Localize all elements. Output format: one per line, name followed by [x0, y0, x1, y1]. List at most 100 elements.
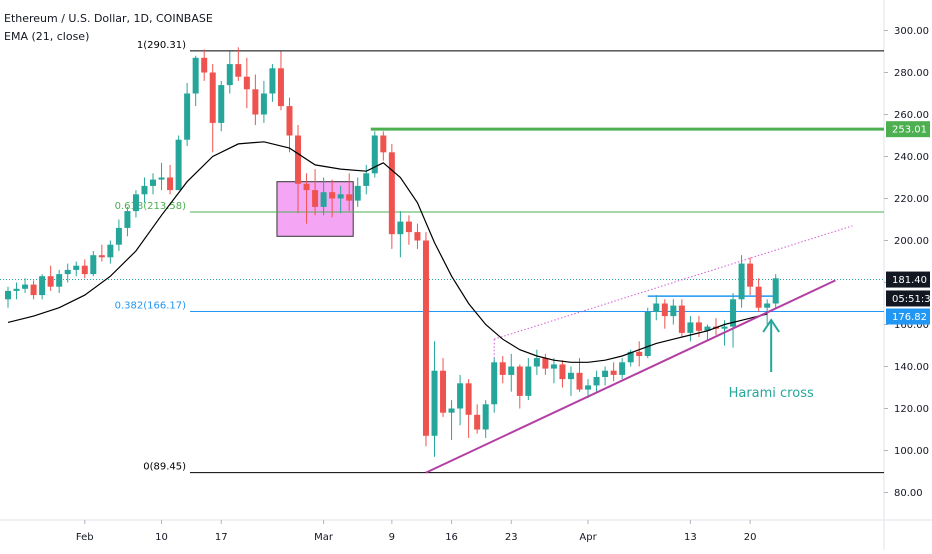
candle-body	[627, 351, 634, 363]
candle-body	[474, 414, 481, 430]
candle-body	[772, 278, 779, 304]
y-tick-label: 160.00	[894, 320, 929, 331]
price-tag-bg	[886, 308, 930, 325]
candle-body	[602, 370, 609, 377]
candle-body	[295, 135, 302, 184]
fib-label-0-382: 0.382(166.17)	[115, 301, 187, 312]
candle-body	[448, 408, 455, 413]
y-tick-label: 260.00	[894, 110, 929, 121]
candle-body	[354, 185, 361, 201]
candle-body	[755, 286, 762, 308]
candle-body	[738, 263, 745, 300]
price-tag[interactable]: 176.82	[886, 308, 930, 325]
candle-body	[192, 57, 199, 94]
price-tag-label: 05:51:30	[892, 294, 932, 305]
candle-body	[252, 89, 259, 115]
candle-body	[115, 227, 122, 245]
candle-body	[209, 72, 216, 123]
price-tag[interactable]: 05:51:30	[886, 290, 932, 307]
candle-body	[167, 177, 174, 191]
candle-body	[414, 232, 421, 241]
x-tick-label: 13	[684, 532, 697, 543]
price-tag-label: 181.40	[892, 275, 927, 286]
price-tag[interactable]: 253.01	[886, 121, 930, 138]
candle-body	[132, 194, 139, 212]
candle-body	[363, 173, 370, 186]
candle-body	[550, 364, 557, 369]
indicator-legend[interactable]: EMA (21, close)	[4, 30, 90, 43]
x-tick-label: 23	[505, 532, 518, 543]
candle-body	[371, 135, 378, 174]
candle-body	[218, 85, 225, 123]
candle-body	[201, 57, 208, 73]
candle-body	[542, 358, 549, 369]
y-tick-label: 80.00	[894, 488, 923, 499]
candle-body	[593, 377, 600, 386]
candle-body	[610, 370, 617, 375]
candle-body	[150, 179, 157, 186]
fib-label-0: 0(89.45)	[143, 462, 186, 473]
candle-body	[346, 194, 353, 201]
candle-body	[337, 194, 344, 199]
y-tick-label: 300.00	[894, 26, 929, 37]
candle-body	[764, 303, 771, 308]
candle-body	[184, 93, 191, 140]
y-tick-label: 240.00	[894, 152, 929, 163]
x-tick-label: 17	[215, 532, 228, 543]
candle-body	[5, 290, 11, 300]
candle-body	[175, 139, 182, 191]
candle-body	[56, 274, 63, 287]
candle-body	[124, 211, 131, 228]
y-tick-label: 280.00	[894, 68, 929, 79]
candle-body	[329, 192, 336, 199]
candle-body	[730, 299, 737, 327]
candle-body	[107, 244, 114, 258]
price-tag-bg	[886, 121, 930, 138]
candle-body	[388, 152, 395, 235]
candle-body	[636, 351, 643, 356]
candle-body	[260, 93, 267, 115]
annotation-arrow-head	[762, 318, 781, 333]
candle-body	[559, 364, 566, 380]
candle-body	[30, 284, 37, 296]
candle-body	[585, 385, 592, 390]
candle-body	[678, 305, 685, 333]
candle-body	[235, 64, 242, 77]
x-tick-label: Feb	[76, 532, 94, 543]
candle-body	[465, 383, 472, 415]
candle-body	[576, 372, 583, 390]
candle-body	[98, 255, 105, 258]
candle-body	[695, 322, 702, 331]
candle-body	[525, 366, 532, 396]
candle-body	[158, 177, 165, 180]
candle-body	[73, 265, 80, 270]
candles-group	[5, 47, 779, 457]
price-tag-label: 176.82	[892, 312, 927, 323]
candle-body	[457, 383, 464, 409]
candle-body	[405, 221, 412, 233]
candle-body	[482, 404, 489, 430]
candle-body	[13, 288, 20, 291]
price-tag[interactable]: 181.40	[886, 271, 930, 288]
candle-body	[516, 366, 523, 396]
x-tick-label: 9	[389, 532, 395, 543]
candle-body	[141, 185, 148, 195]
candle-body	[90, 255, 97, 275]
x-tick-label: 10	[155, 532, 168, 543]
chart-title: Ethereum / U.S. Dollar, 1D, COINBASE	[4, 12, 213, 25]
x-tick-label: 20	[744, 532, 757, 543]
candle-body	[499, 362, 506, 375]
x-tick-label: 16	[445, 532, 458, 543]
candle-body	[567, 372, 574, 380]
candle-body	[422, 240, 429, 436]
candle-body	[397, 221, 404, 235]
candle-body	[226, 64, 233, 86]
candle-body	[320, 192, 327, 207]
candle-body	[653, 303, 660, 312]
candle-body	[491, 362, 498, 405]
x-tick-label: Apr	[579, 532, 597, 543]
y-tick-label: 100.00	[894, 446, 929, 457]
candle-body	[47, 276, 54, 287]
